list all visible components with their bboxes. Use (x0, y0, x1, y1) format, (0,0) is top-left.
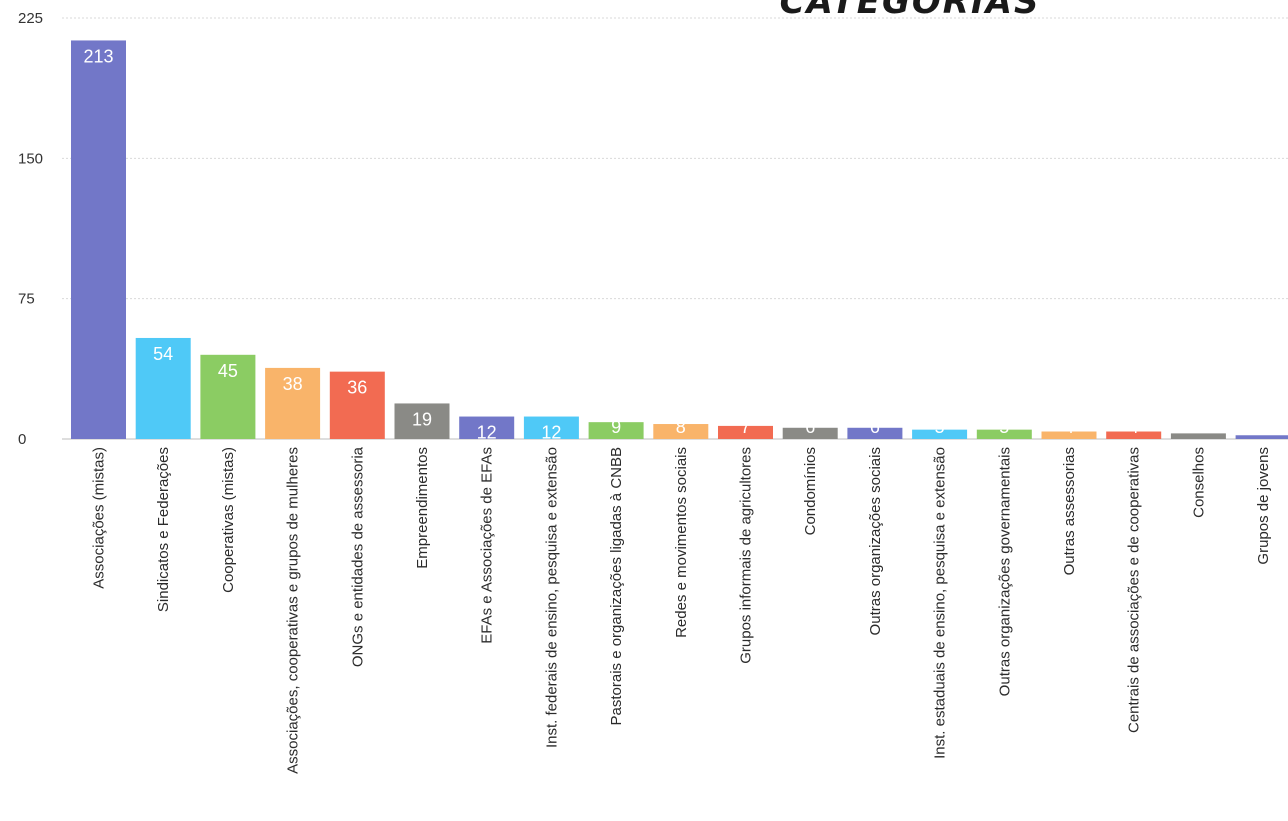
x-tick-label: Pastorais e organizações ligadas à CNBB (608, 447, 625, 725)
x-tick-label: Grupos de jovens (1255, 447, 1272, 565)
x-tick-label: Centrais de associações e de cooperativa… (1126, 447, 1143, 733)
data-label: 12 (477, 423, 497, 443)
data-label: 45 (218, 361, 238, 381)
x-tick-label: Cooperativas (mistas) (220, 447, 237, 593)
bar (588, 422, 644, 439)
x-tick-label: Associações (mistas) (91, 447, 108, 589)
data-label: 8 (676, 417, 686, 437)
x-axis: Associações (mistas) Sindicatos e Federaç… (91, 446, 1273, 773)
data-label: 4 (1064, 417, 1074, 437)
bar (1041, 431, 1097, 439)
bar (523, 416, 579, 439)
bar (718, 425, 773, 439)
data-label: 2 (1258, 417, 1268, 437)
x-tick-label: Conselhos (1190, 447, 1207, 518)
x-tick-label: Outras organizações sociais (867, 447, 884, 635)
x-tick-label: Empreendimentos (414, 447, 431, 569)
x-tick-label: Outras organizações governamentais (996, 447, 1013, 696)
x-tick-label: Outras assessorias (1061, 447, 1078, 575)
bar (847, 427, 903, 439)
chart-title: CATEGORIAS (780, 0, 1041, 22)
x-tick-label: Associações, cooperativas e grupos de mu… (285, 447, 302, 774)
x-tick-label: Inst. estaduais de ensino, pesquisa e ex… (932, 447, 949, 759)
x-tick-label: ONGs e entidades de assessoria (349, 446, 366, 667)
bar (265, 367, 321, 439)
y-tick-label: 0 (18, 431, 26, 448)
data-label: 6 (870, 417, 880, 437)
x-tick-label: EFAs e Associações de EFAs (479, 447, 496, 644)
data-label: 9 (611, 417, 621, 437)
data-label: 4 (1129, 417, 1139, 437)
data-label: 19 (412, 409, 432, 429)
x-tick-label: Redes e movimentos sociais (673, 447, 690, 638)
data-label: 6 (805, 417, 815, 437)
bar (200, 354, 256, 439)
data-label: 5 (935, 417, 945, 437)
bar (1235, 435, 1288, 439)
data-label: 3 (1193, 417, 1203, 437)
bar (912, 429, 968, 439)
x-tick-label: Condomínios (802, 447, 819, 535)
data-label: 54 (153, 344, 173, 364)
x-tick-label: Grupos informais de agricultores (738, 447, 755, 664)
data-label: 213 (83, 46, 113, 66)
bar (135, 337, 191, 439)
bar (1106, 431, 1162, 439)
bar (782, 427, 838, 439)
data-label: 12 (541, 423, 561, 443)
y-tick-label: 150 (18, 150, 43, 167)
data-label: 38 (283, 374, 303, 394)
y-axis: 0 75 150 225 (18, 10, 43, 448)
data-label: 36 (347, 378, 367, 398)
bar (459, 416, 515, 439)
bar (653, 424, 709, 439)
bars (71, 40, 1288, 439)
bar (1170, 433, 1226, 439)
bar (394, 403, 450, 439)
x-tick-label: Sindicatos e Federações (155, 447, 172, 612)
x-tick-label: Inst. federais de ensino, pesquisa e ext… (543, 447, 560, 748)
bar (976, 429, 1032, 439)
data-label: 7 (740, 417, 750, 437)
y-tick-label: 225 (18, 10, 43, 27)
y-tick-label: 75 (18, 291, 35, 308)
data-label: 5 (999, 417, 1009, 437)
bar (329, 371, 385, 439)
bar (71, 40, 126, 439)
